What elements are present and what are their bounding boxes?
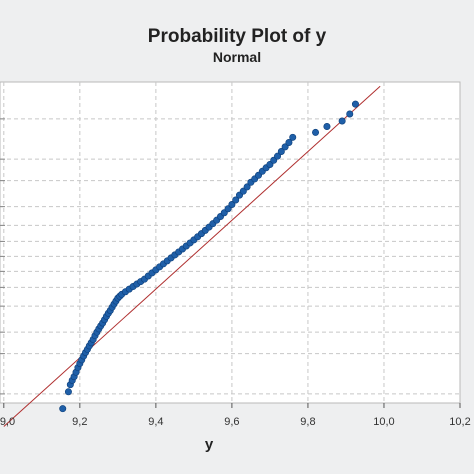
data-point xyxy=(346,110,354,118)
x-tick-label: 9,4 xyxy=(148,416,163,428)
x-axis-ticks: 9,0 9,2 9,4 9,6 9,8 10,0 10,2 xyxy=(0,403,471,428)
x-tick-label: 9,6 xyxy=(224,416,239,428)
x-tick-label: 10,0 xyxy=(373,416,394,428)
data-point xyxy=(323,122,331,130)
data-point xyxy=(277,147,285,155)
x-tick-label: 10,2 xyxy=(449,416,470,428)
plot-area xyxy=(0,81,461,404)
x-axis-label: y xyxy=(205,436,214,453)
data-point xyxy=(228,200,236,208)
gridlines xyxy=(0,82,460,403)
data-point xyxy=(281,143,289,151)
chart-subtitle: Normal xyxy=(213,49,261,65)
chart-title: Probability Plot of y xyxy=(148,26,327,47)
data-point xyxy=(338,117,346,125)
x-tick-label: 9,8 xyxy=(300,416,315,428)
fit-line-group xyxy=(3,85,381,427)
x-tick-label: 9,2 xyxy=(72,416,87,428)
data-point xyxy=(351,100,359,108)
fit-line xyxy=(3,85,381,427)
data-point xyxy=(232,196,240,204)
data-point xyxy=(312,128,320,136)
data-points xyxy=(59,100,359,413)
x-tick-label: 9,0 xyxy=(0,416,15,428)
data-point xyxy=(64,388,72,396)
data-point xyxy=(285,138,293,146)
data-point xyxy=(243,183,251,191)
data-point xyxy=(289,133,297,141)
data-point xyxy=(274,152,282,160)
data-point xyxy=(59,405,67,413)
